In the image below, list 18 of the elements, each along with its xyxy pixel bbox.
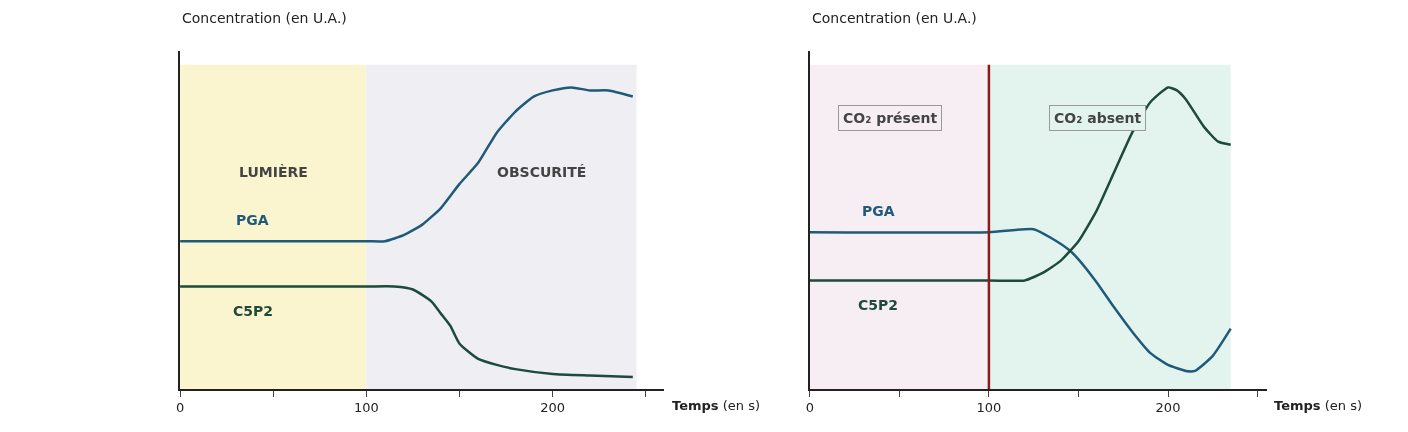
band-label: CO₂ absent xyxy=(1054,110,1142,126)
band-label: LUMIÈRE xyxy=(239,164,308,180)
x-tick-label: 0 xyxy=(805,400,814,416)
series-label: C5P2 xyxy=(858,297,899,313)
x-tick-label: 200 xyxy=(1155,400,1181,416)
x-tick-label: 100 xyxy=(353,400,379,416)
x-tick-label: 200 xyxy=(540,400,566,416)
x-tick-label: 0 xyxy=(175,400,185,416)
series-label: PGA xyxy=(236,212,269,228)
y-axis-title: Concentration (en U.A.) xyxy=(182,10,347,26)
x-tick-label: 100 xyxy=(976,400,1002,416)
series-label: PGA xyxy=(862,203,895,219)
series-label: C5P2 xyxy=(233,303,274,319)
x-axis-title: Temps (en s) xyxy=(1274,398,1362,413)
x-axis-title: Temps (en s) xyxy=(672,398,760,413)
y-axis-title: Concentration (en U.A.) xyxy=(812,10,977,26)
band-label: OBSCURITÉ xyxy=(497,164,587,180)
band-label: CO₂ présent xyxy=(843,110,938,126)
